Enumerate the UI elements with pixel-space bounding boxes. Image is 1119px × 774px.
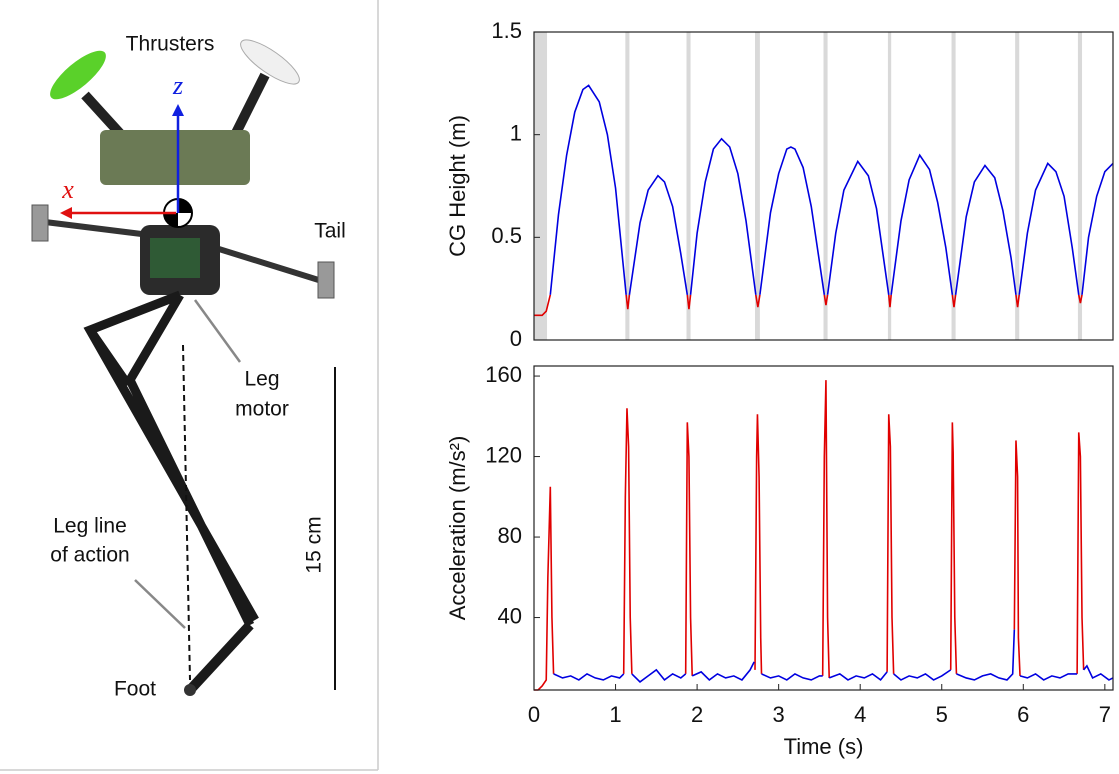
label: Foot	[114, 678, 156, 701]
shaded-region	[534, 32, 548, 340]
y-tick-label: 0.5	[491, 223, 522, 248]
y-tick-label: 160	[485, 362, 522, 387]
data-line	[549, 84, 1114, 295]
robot-photo: Thrusters z x Tail Leg motor 15 cm Leg l…	[0, 0, 379, 771]
shaded-region	[951, 32, 956, 340]
label: Leg line	[53, 515, 127, 538]
y-tick-label: 120	[485, 442, 522, 467]
y-tick-label: 1	[510, 120, 522, 145]
label: Leg	[244, 368, 279, 391]
x-tick-label: 7	[1099, 702, 1111, 727]
x-tick-label: 5	[936, 702, 948, 727]
x-tick-label: 0	[528, 702, 540, 727]
axes-frame	[533, 31, 1114, 341]
x-tick-label: 1	[609, 702, 621, 727]
shaded-region	[754, 32, 760, 340]
shaded-region	[887, 32, 892, 340]
y-axis-label: Acceleration (m/s²)	[445, 436, 470, 621]
shaded-region	[686, 32, 691, 340]
x-axis-label: Time (s)	[784, 734, 864, 759]
y-tick-label: 40	[498, 603, 522, 628]
y-tick-label: 0	[510, 326, 522, 351]
shaded-region	[1015, 32, 1020, 340]
y-tick-label: 1.5	[491, 18, 522, 43]
y-axis-label: CG Height (m)	[445, 115, 470, 257]
x-tick-label: 4	[854, 702, 866, 727]
label: of action	[50, 544, 129, 567]
label: motor	[235, 398, 289, 421]
label: z	[172, 71, 183, 100]
label: 15 cm	[303, 516, 326, 573]
x-tick-label: 3	[773, 702, 785, 727]
shaded-region	[625, 32, 630, 340]
label: Thrusters	[126, 33, 215, 56]
x-tick-label: 6	[1017, 702, 1029, 727]
y-tick-label: 80	[498, 523, 522, 548]
shaded-region	[823, 32, 828, 340]
shaded-region	[1077, 32, 1083, 340]
label: x	[61, 175, 74, 204]
axes-frame	[533, 365, 1114, 691]
data-line	[534, 380, 1085, 691]
data-line	[553, 629, 1114, 684]
data-line	[534, 294, 1083, 317]
x-tick-label: 2	[691, 702, 703, 727]
label: Tail	[314, 220, 346, 243]
